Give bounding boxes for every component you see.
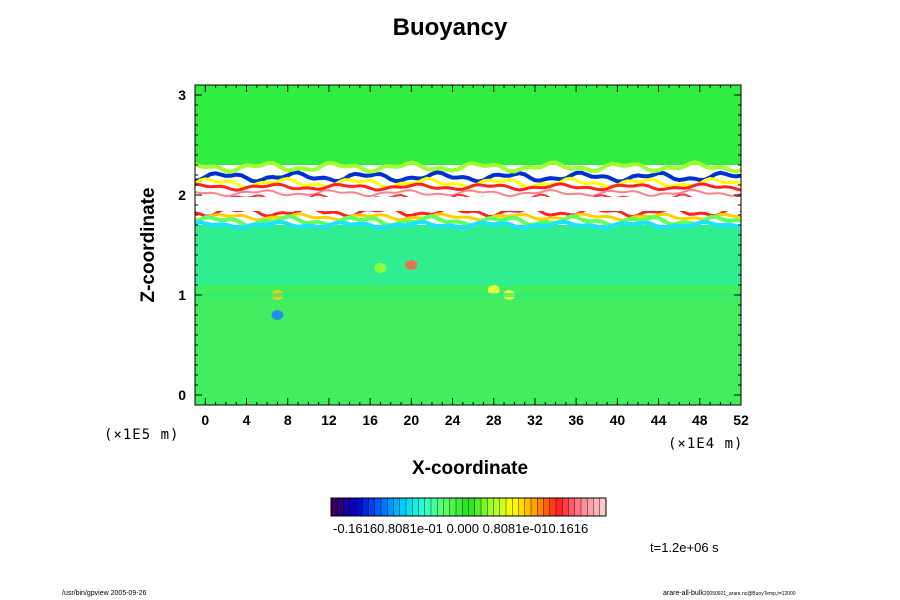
footer-source-sub: 20050921_arare.nc@BuoyTemp,t=12000 [703,591,796,597]
x-tick-label: 36 [568,412,584,428]
field-core [195,197,741,211]
colorbar-segment [580,497,588,517]
colorbar-segment [412,497,420,517]
colorbar-segment [537,497,545,517]
colorbar-segment [418,497,426,517]
colorbar-segment [374,497,382,517]
field-contour [194,170,742,184]
colorbar-segment [380,497,388,517]
y-axis-unit: (×1E5 m) [104,427,180,443]
x-tick-label: 44 [651,412,667,428]
field-feature [487,285,500,295]
colorbar-segment [568,497,576,517]
field-band [195,293,741,297]
x-tick-label: 8 [284,412,292,428]
chart-title: Buoyancy [392,14,508,41]
colorbar-segment [368,497,376,517]
x-tick-label: 28 [486,412,502,428]
colorbar-segment [574,497,582,517]
colorbar-segment [343,497,351,517]
colorbar-segment [593,497,601,517]
colorbar-segment [468,497,476,517]
colorbar-segment [393,497,401,517]
y-tick-label: 3 [178,87,186,103]
colorbar-frame [330,497,607,517]
colorbar-segment [424,497,432,517]
colorbar-segment [474,497,482,517]
colorbar-segment [549,497,557,517]
colorbar-segment [599,497,607,517]
y-tick-label: 1 [178,287,186,303]
colorbar-segment [355,497,363,517]
field-band [195,85,741,165]
x-tick-label: 0 [201,412,209,428]
colorbar-segment [349,497,357,517]
colorbar-segment [449,497,457,517]
x-tick-label: 48 [692,412,708,428]
colorbar-segment [499,497,507,517]
y-tick-label: 0 [178,387,186,403]
x-tick-label: 12 [321,412,337,428]
colorbar-segment [437,497,445,517]
colorbar-segment [555,497,563,517]
x-axis-unit: (×1E4 m) [668,436,744,452]
colorbar-segment [487,497,495,517]
buoyancy-field [193,85,742,405]
colorbar-segment [587,497,595,517]
colorbar-segment [518,497,526,517]
colorbar-segment [337,497,345,517]
field-feature [405,260,418,270]
colorbar [330,497,607,517]
field-contour [194,205,742,219]
footer-source-main: arare-all-bulk [663,590,704,597]
time-annotation: t=1.2e+06 s [650,540,719,555]
colorbar-segment [399,497,407,517]
field-feature [374,263,387,273]
field-contour [194,160,742,174]
footer-source: arare-all-bulk20050921_arare.nc@BuoyTemp… [663,590,796,597]
colorbar-segment [493,497,501,517]
colorbar-segment [455,497,463,517]
field-contour [194,182,742,192]
y-tick-label: 2 [178,187,186,203]
x-tick-label: 20 [404,412,420,428]
colorbar-segment [430,497,438,517]
colorbar-segment [405,497,413,517]
colorbar-segment [505,497,513,517]
colorbar-segment [530,497,538,517]
colorbar-segment [330,497,338,517]
x-tick-label: 4 [243,412,251,428]
field-feature [271,310,284,320]
field-band [195,285,741,405]
field-contour [194,219,742,231]
colorbar-segment [512,497,520,517]
x-tick-label: 52 [733,412,749,428]
x-tick-label: 16 [362,412,378,428]
x-tick-label: 32 [527,412,543,428]
x-tick-label: 24 [445,412,461,428]
footer-command: /usr/bin/gpview 2005-09-26 [62,590,147,597]
y-axis-title: Z-coordinate [138,187,159,303]
colorbar-segment [480,497,488,517]
x-tick-label: 40 [610,412,626,428]
colorbar-labels: -0.16160.8081e-01 0.000 0.8081e-010.1616 [333,521,589,536]
colorbar-segment [362,497,370,517]
colorbar-segment [524,497,532,517]
x-axis-title: X-coordinate [411,458,529,479]
colorbar-segment [462,497,470,517]
field-band [195,225,741,285]
colorbar-segment [562,497,570,517]
colorbar-segment [443,497,451,517]
colorbar-segment [543,497,551,517]
colorbar-segment [387,497,395,517]
field-contour [194,188,742,198]
